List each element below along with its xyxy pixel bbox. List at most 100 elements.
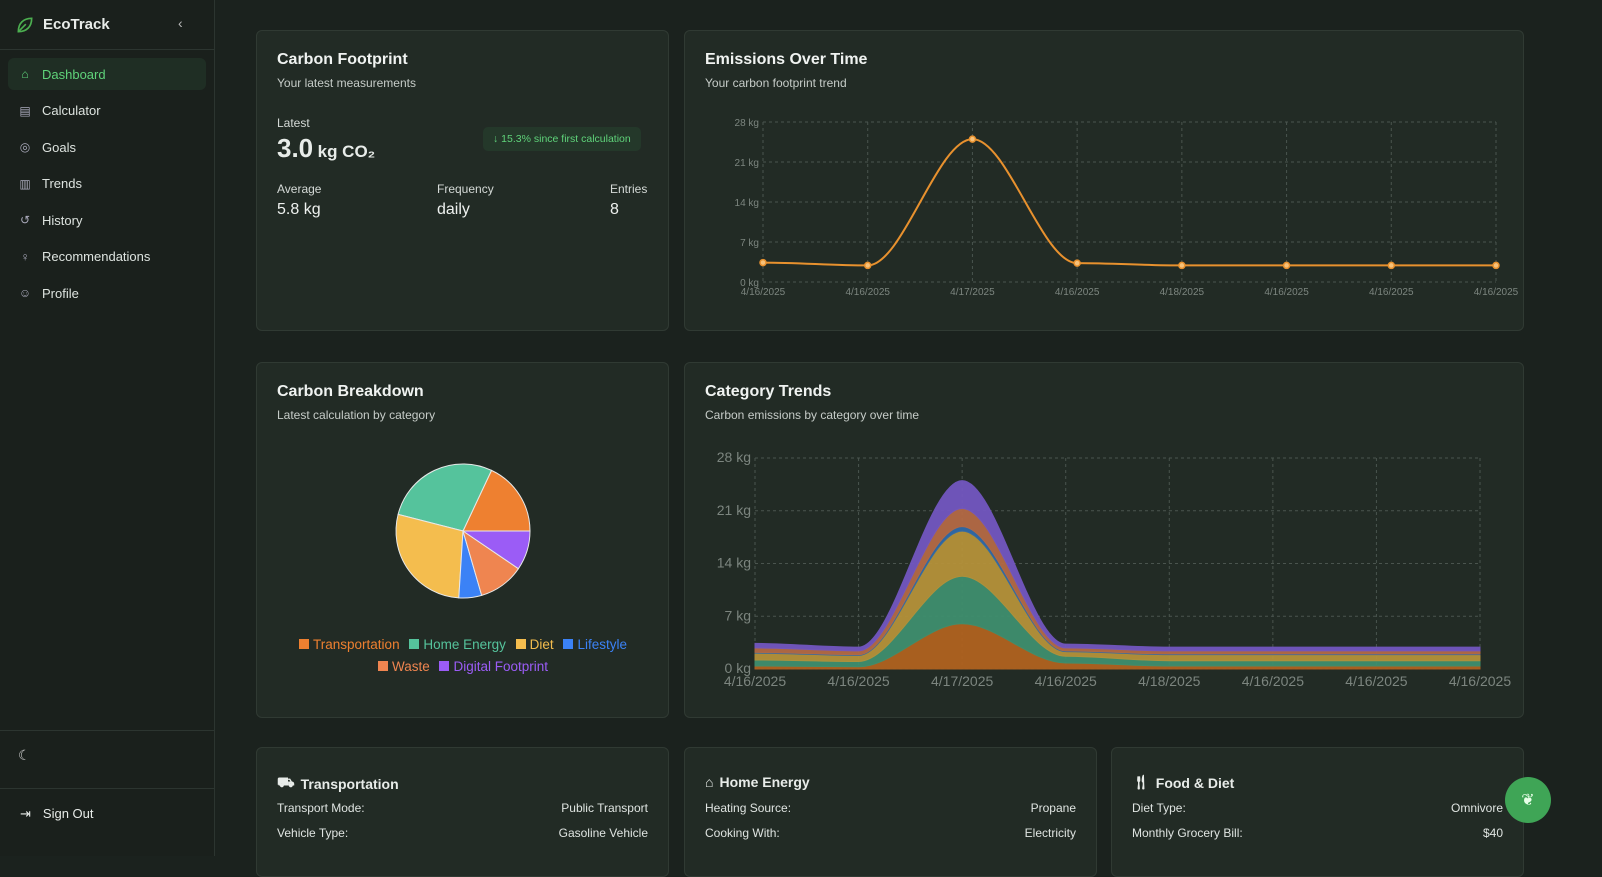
latest-unit: kg CO₂ (317, 142, 376, 161)
carbon-breakdown-card: Carbon Breakdown Latest calculation by c… (256, 362, 669, 718)
pie-slice-digital-footprint (461, 530, 531, 570)
area-lifestyle (754, 526, 1481, 656)
detail-row: Transport Mode: Public Transport (277, 801, 648, 815)
car-icon: ⛟ (277, 774, 295, 790)
entries-label: Entries (610, 182, 648, 196)
legend-waste[interactable]: Waste (377, 659, 430, 674)
latest-value-group: 3.0 kg CO₂ (277, 133, 375, 164)
breakdown-pie-chart (395, 463, 531, 599)
utensils-icon: 🍴︎ (1132, 774, 1150, 790)
leaf-action-button[interactable]: ❦ (1505, 777, 1551, 823)
area-digital-footprint (754, 480, 1481, 652)
pie-slice-transportation (462, 469, 531, 532)
card-header: ⛟ Transportation (277, 774, 399, 793)
sign-out-icon: ⇥ (20, 806, 31, 821)
y-tick-label: 14 kg (735, 198, 759, 209)
x-tick-label: 4/16/2025 (1449, 673, 1511, 689)
detail-row: Cooking With: Electricity (705, 826, 1076, 840)
pie-legend-row-2: Waste Digital Footprint (257, 659, 669, 674)
change-badge: ↓ 15.3% since first calculation (483, 127, 641, 151)
sidebar-item-label: Profile (42, 285, 79, 301)
brand: EcoTrack (0, 0, 214, 50)
legend-diet[interactable]: Diet (515, 637, 554, 652)
y-tick-label: 7 kg (740, 238, 759, 249)
y-tick-label: 7 kg (725, 607, 751, 623)
emissions-line-chart: 0 kg 7 kg 14 kg 21 kg 28 kg 4/16/2025 4/16/202… (735, 118, 1519, 298)
y-tick-label: 0 kg (740, 278, 759, 289)
moon-icon[interactable]: ☾ (18, 747, 31, 763)
x-tick-label: 4/16/2025 (827, 673, 889, 689)
data-point (1282, 261, 1291, 270)
carbon-footprint-card: Carbon Footprint Your latest measurement… (256, 30, 669, 331)
sidebar-item-label: Goals (42, 139, 76, 155)
detail-row: Diet Type: Omnivore (1132, 801, 1503, 815)
calculator-icon: ▤ (19, 103, 31, 118)
sidebar-item-goals[interactable]: ◎ Goals (8, 131, 206, 163)
sidebar-item-history[interactable]: ↺ History (8, 204, 206, 236)
sign-out-button[interactable]: ⇥ Sign Out (20, 806, 94, 822)
data-point (1492, 261, 1500, 270)
y-tick-label: 0 kg (725, 660, 751, 676)
sidebar-item-calculator[interactable]: ▤ Calculator (8, 95, 206, 127)
sidebar-item-trends[interactable]: ▥ Trends (8, 168, 206, 200)
data-point (863, 261, 872, 270)
y-tick-label: 28 kg (717, 449, 751, 465)
legend-home-energy[interactable]: Home Energy (409, 637, 506, 652)
x-tick-label: 4/16/2025 (724, 673, 786, 689)
x-tick-label: 4/17/2025 (950, 287, 995, 298)
frequency-value: daily (437, 201, 470, 218)
x-tick-label: 4/18/2025 (1160, 287, 1205, 298)
average-label: Average (277, 182, 322, 196)
x-tick-label: 4/16/2025 (1264, 287, 1309, 298)
leaf-icon (17, 16, 33, 33)
lightbulb-icon: ♀ (20, 249, 30, 264)
detail-row: Vehicle Type: Gasoline Vehicle (277, 826, 648, 840)
card-subtitle: Your latest measurements (277, 76, 416, 90)
bar-chart-icon: ▥ (19, 176, 31, 191)
transportation-card: ⛟ Transportation Transport Mode: Public Tr… (256, 747, 669, 877)
data-point (1387, 261, 1396, 270)
y-tick-label: 28 kg (735, 118, 759, 129)
card-header: ⌂ Home Energy (705, 774, 810, 790)
y-tick-label: 21 kg (735, 158, 759, 169)
card-title: Transportation (300, 775, 399, 792)
sidebar-item-label: History (42, 212, 83, 228)
home-icon: ⌂ (705, 774, 714, 790)
latest-label: Latest (277, 116, 310, 130)
card-title: Food & Diet (1155, 774, 1235, 791)
sidebar-item-recommendations[interactable]: ♀ Recommendations (8, 241, 206, 273)
card-title: Emissions Over Time (705, 51, 868, 68)
chevron-left-icon[interactable]: ‹ (178, 15, 183, 31)
card-title: Category Trends (705, 383, 832, 400)
leaf-icon: ❦ (1521, 792, 1535, 809)
legend-transportation[interactable]: Transportation (299, 637, 400, 652)
sidebar-item-label: Calculator (42, 103, 101, 118)
sidebar-item-label: Dashboard (42, 66, 106, 82)
pie-slice-diet (395, 513, 464, 599)
food-diet-card: 🍴︎ Food & Diet Diet Type: Omnivore Monthly… (1111, 747, 1524, 877)
entries-value: 8 (610, 201, 619, 218)
emissions-line (762, 138, 1496, 267)
x-tick-label: 4/16/2025 (845, 287, 890, 298)
sidebar-item-dashboard[interactable]: ⌂ Dashboard (8, 58, 206, 90)
category-trends-card: Category Trends Carbon emissions by cate… (684, 362, 1524, 718)
history-icon: ↺ (19, 213, 31, 227)
x-tick-label: 4/18/2025 (1138, 673, 1200, 689)
data-point (968, 135, 977, 143)
x-tick-label: 4/16/2025 (1369, 287, 1414, 298)
legend-lifestyle[interactable]: Lifestyle (563, 637, 627, 652)
pie-slice-home-energy (397, 463, 493, 532)
pie-legend-row-1: Transportation Home Energy Diet Lifestyl… (257, 637, 669, 652)
app-name: EcoTrack (43, 16, 110, 33)
card-subtitle: Latest calculation by category (277, 408, 436, 422)
card-title: Carbon Breakdown (277, 383, 424, 400)
sign-out-section: ⇥ Sign Out (0, 788, 214, 856)
x-tick-label: 4/16/2025 (1035, 673, 1097, 689)
legend-digital-footprint[interactable]: Digital Footprint (439, 659, 548, 674)
data-point (1178, 261, 1186, 270)
sidebar-item-label: Recommendations (42, 249, 151, 264)
sidebar-item-profile[interactable]: ☺ Profile (8, 277, 206, 309)
detail-row: Heating Source: Propane (705, 801, 1076, 815)
sidebar-item-label: Trends (42, 176, 82, 191)
card-title: Home Energy (719, 774, 810, 790)
